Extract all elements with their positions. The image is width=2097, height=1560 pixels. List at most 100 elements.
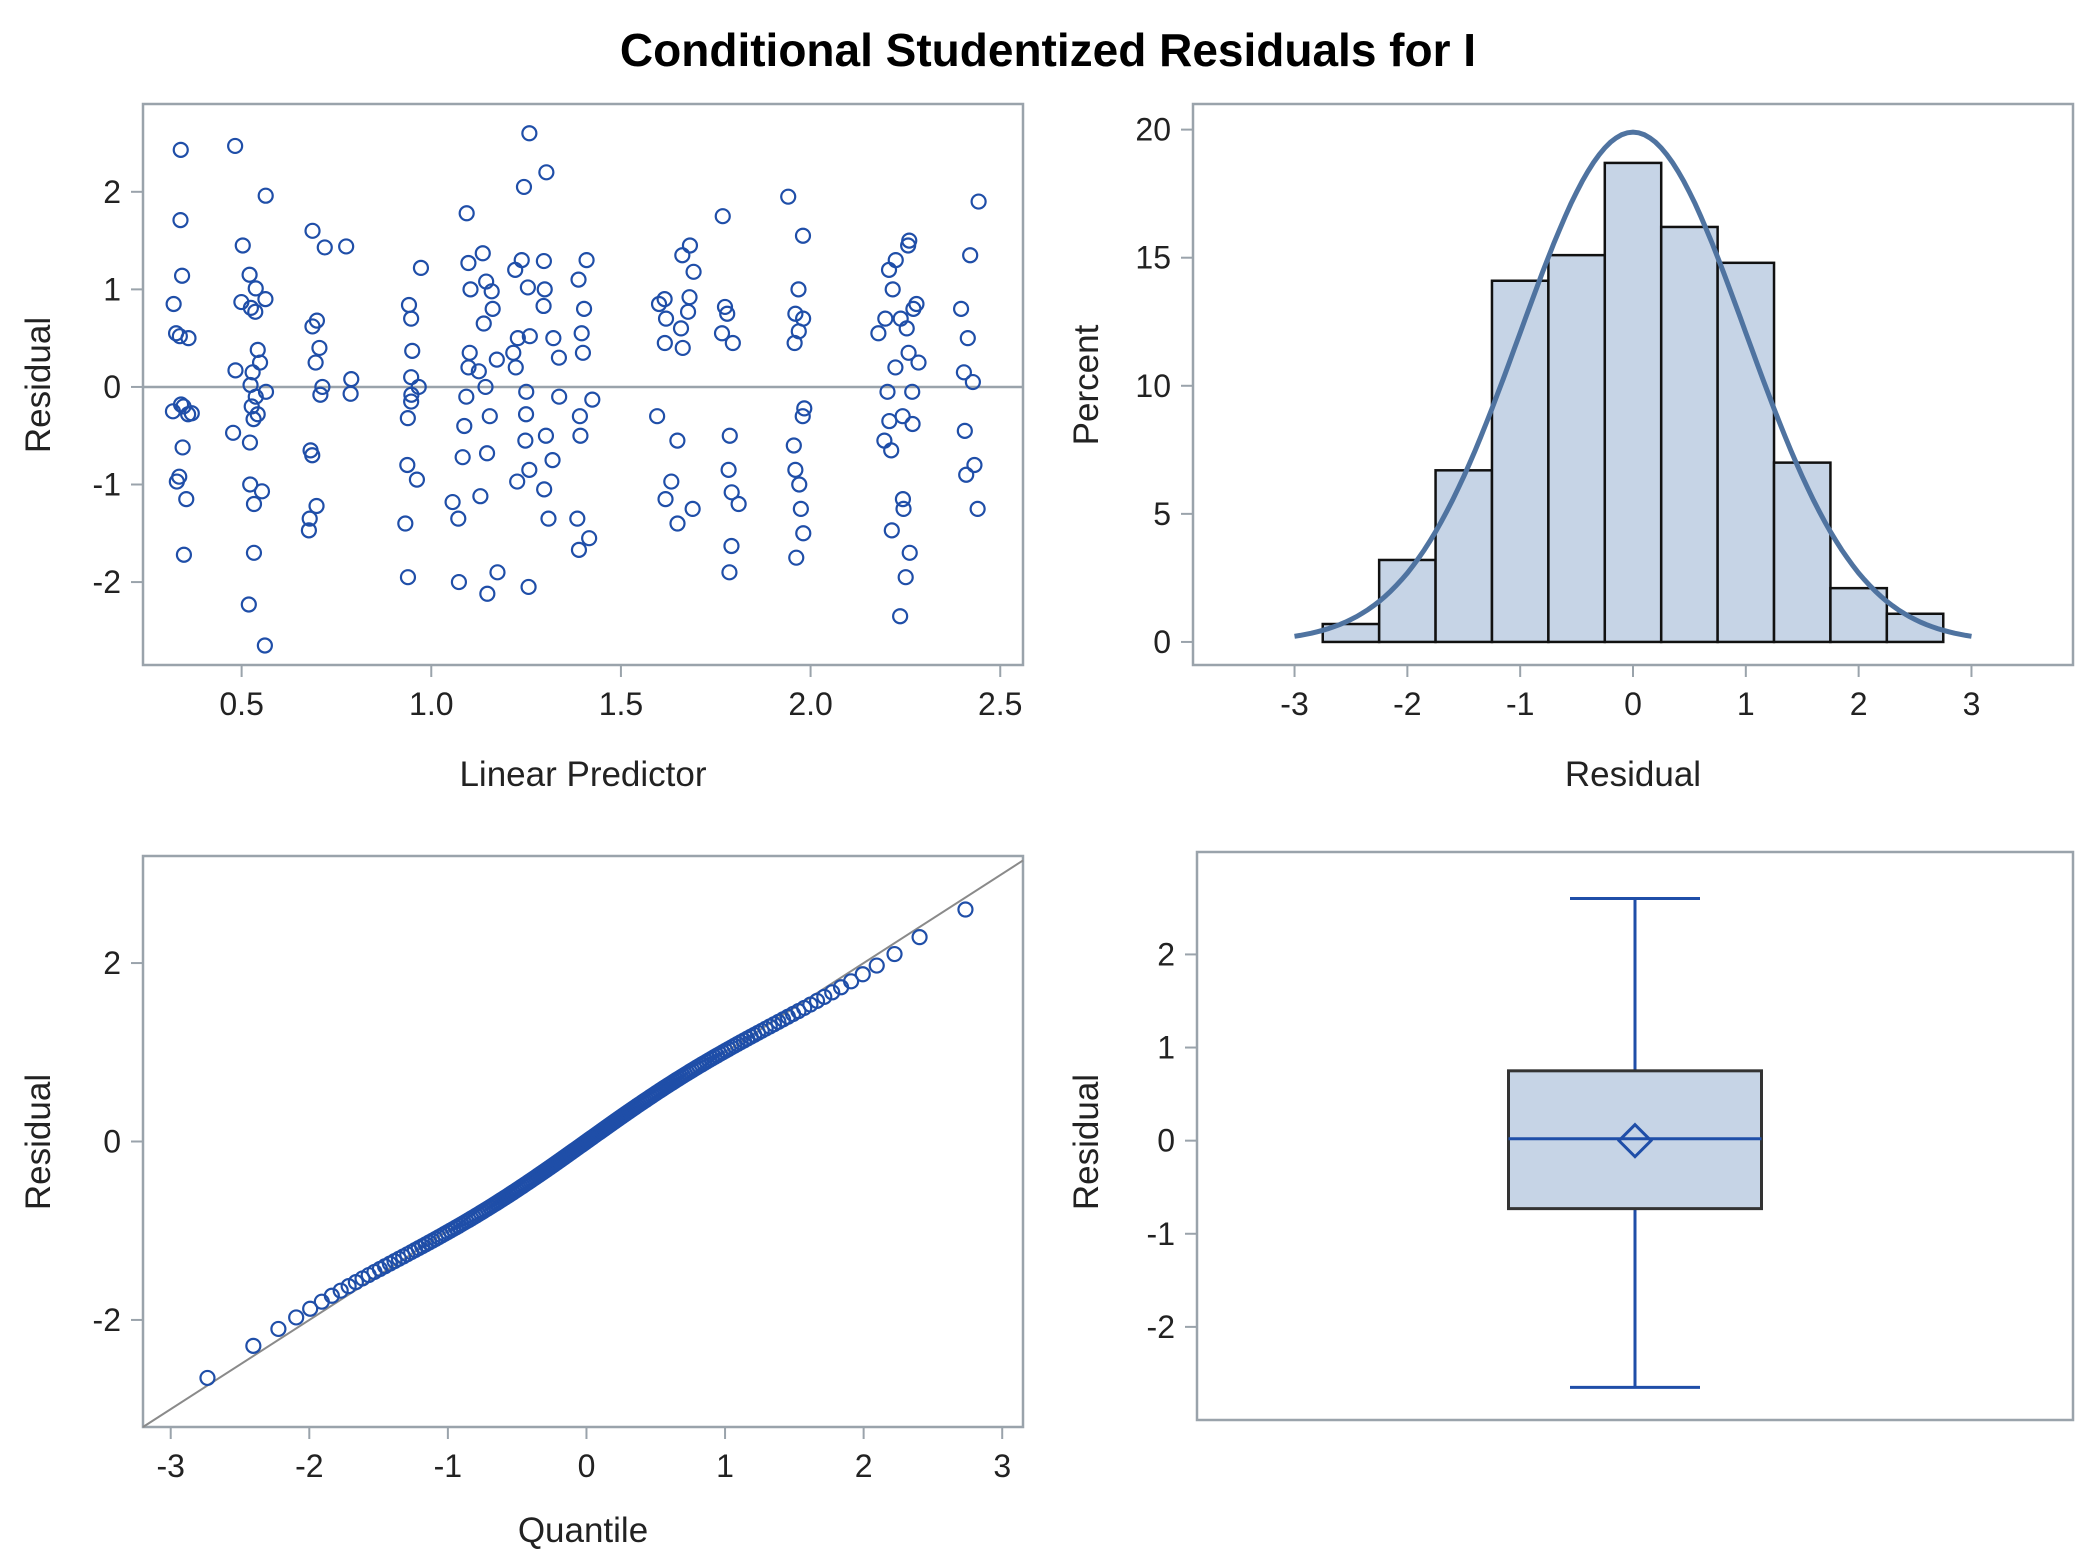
residual-point xyxy=(399,456,416,474)
residual-vs-predictor-panel: 0.5 1.0 1.5 2.0 2.5 -2 -1 0 1 2 Linear Predictor… xyxy=(19,102,1025,794)
qq-point xyxy=(854,966,871,983)
residual-point xyxy=(910,354,927,371)
y-tick-label: -2 xyxy=(93,1302,121,1338)
residual-point xyxy=(723,484,740,501)
residual-point xyxy=(657,310,675,327)
residual-histogram-panel: -3 -2 -1 0 1 2 3 0 5 10 15 20 Residual Percent xyxy=(1067,102,2075,794)
x-tick-label: 0 xyxy=(1624,686,1642,722)
qq-point xyxy=(911,929,928,946)
residual-point xyxy=(403,393,420,410)
residual-point xyxy=(342,385,359,402)
residual-point xyxy=(489,564,506,581)
residual-point xyxy=(536,281,553,298)
y-tick-label: -1 xyxy=(1147,1216,1175,1252)
residual-point xyxy=(788,549,805,566)
residual-point xyxy=(898,320,915,337)
residual-point xyxy=(175,546,193,563)
residual-point xyxy=(905,300,922,317)
residual-point xyxy=(970,193,987,210)
residual-point xyxy=(535,297,552,315)
residual-histogram-bars xyxy=(1321,161,1945,644)
residual-point xyxy=(724,334,741,352)
residual-point xyxy=(791,476,808,493)
residual-point xyxy=(964,373,981,391)
residual-point xyxy=(505,344,522,361)
residual-point xyxy=(247,388,264,405)
residual-point xyxy=(663,473,680,490)
residual-point xyxy=(681,289,698,306)
residual-point xyxy=(484,300,501,317)
residual-point xyxy=(959,330,976,347)
y-tick-label: 2 xyxy=(103,945,121,981)
residual-point xyxy=(650,295,668,313)
x-tick-label: -1 xyxy=(434,1448,462,1484)
residual-point xyxy=(575,300,593,317)
residual-point xyxy=(518,383,535,400)
residual-histogram-y-label: Percent xyxy=(1067,324,1106,445)
residual-point xyxy=(183,405,200,422)
residual-point xyxy=(242,299,259,317)
residual-point xyxy=(790,281,807,298)
residual-point xyxy=(475,315,492,332)
residual-point xyxy=(581,530,598,547)
residual-point xyxy=(240,596,257,613)
residual-point xyxy=(669,515,686,532)
residual-point xyxy=(721,427,738,444)
qq-plot-x-ticks: -3 -2 -1 0 1 2 3 xyxy=(156,1427,1011,1484)
x-tick-label: 0.5 xyxy=(219,686,263,722)
residual-point xyxy=(904,415,921,433)
x-tick-label: 2 xyxy=(855,1448,873,1484)
residual-point xyxy=(870,325,887,342)
residual-vs-predictor-y-ticks: -2 -1 0 1 2 xyxy=(93,174,143,600)
residual-point xyxy=(720,461,737,478)
residual-point xyxy=(537,427,555,444)
y-tick-label: 1 xyxy=(1157,1030,1175,1066)
residual-point xyxy=(540,510,557,527)
residual-point xyxy=(472,488,489,505)
residual-point xyxy=(256,637,273,654)
residual-point xyxy=(478,445,496,462)
residual-point xyxy=(570,541,588,558)
x-tick-label: -3 xyxy=(1280,686,1308,722)
y-tick-label: 0 xyxy=(1153,624,1171,660)
histogram-bar xyxy=(1434,469,1494,644)
residual-point xyxy=(251,354,269,371)
residual-point xyxy=(669,432,686,449)
residual-point xyxy=(304,318,321,335)
residual-point xyxy=(714,208,731,225)
x-tick-label: -1 xyxy=(1506,686,1534,722)
qq-plot-x-label: Quantile xyxy=(518,1511,648,1550)
residual-point xyxy=(474,245,491,262)
residual-point xyxy=(234,237,251,254)
x-tick-label: -2 xyxy=(295,1448,323,1484)
residual-point xyxy=(245,544,263,561)
histogram-bar xyxy=(1547,253,1607,644)
residual-point xyxy=(551,388,568,405)
residual-point xyxy=(713,325,731,342)
residual-point xyxy=(795,525,812,542)
residual-histogram-x-ticks: -3 -2 -1 0 1 2 3 xyxy=(1280,665,1980,722)
residual-point xyxy=(879,383,896,400)
residual-point xyxy=(509,330,526,347)
residual-point xyxy=(895,500,912,517)
residual-histogram-y-ticks: 0 5 10 15 20 xyxy=(1135,112,1193,660)
residual-point xyxy=(538,164,555,181)
residual-point xyxy=(792,500,809,517)
residual-point xyxy=(904,383,921,400)
residual-point xyxy=(165,295,182,313)
residual-point xyxy=(304,447,321,464)
x-tick-label: 0 xyxy=(578,1448,596,1484)
residual-point xyxy=(901,544,918,561)
residual-point xyxy=(966,456,983,474)
residual-point xyxy=(301,510,318,527)
residual-point xyxy=(887,359,904,376)
residual-point xyxy=(456,417,473,435)
residual-point xyxy=(657,491,674,508)
residual-point xyxy=(887,252,904,269)
residual-point xyxy=(958,466,975,483)
residual-point xyxy=(338,238,355,255)
residual-point xyxy=(785,437,802,454)
residual-point xyxy=(535,252,552,270)
residual-point xyxy=(247,303,264,320)
y-tick-label: 5 xyxy=(1153,496,1171,532)
